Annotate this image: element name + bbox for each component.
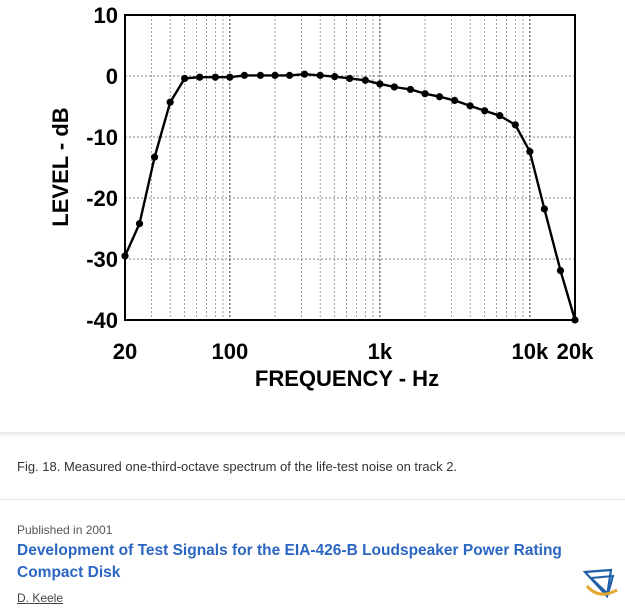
x-tick-label: 100: [211, 339, 248, 364]
data-point: [135, 220, 144, 228]
y-tick-label: -30: [86, 247, 118, 272]
x-tick-label: 10k: [511, 339, 548, 364]
data-point: [121, 252, 129, 260]
data-point: [511, 121, 519, 129]
data-point: [406, 85, 415, 94]
x-axis-label: FREQUENCY - Hz: [255, 366, 439, 391]
x-tick-labels: 20 100 1k 10k 20k: [113, 339, 594, 364]
data-point: [450, 96, 459, 104]
data-point: [481, 107, 489, 115]
data-point: [226, 73, 234, 81]
data-point: [556, 266, 565, 275]
data-point: [466, 102, 474, 110]
data-point: [166, 98, 174, 106]
x-tick-label: 20k: [557, 339, 594, 364]
plot-frame: [124, 14, 576, 321]
data-point: [150, 153, 159, 161]
x-tick-label: 20: [113, 339, 137, 364]
data-point: [435, 93, 444, 101]
data-point: [181, 74, 189, 83]
y-axis-label: LEVEL - dB: [48, 107, 73, 226]
y-tick-label: 0: [106, 64, 118, 89]
section-divider: [0, 432, 625, 438]
data-point: [346, 74, 354, 83]
data-points: [121, 70, 579, 324]
figure-caption: Fig. 18. Measured one-third-octave spect…: [17, 459, 458, 474]
data-point: [421, 90, 429, 98]
spectrum-chart: 10 0 -10 -20 -30 -40 20 100 1k 10k 20k LEVEL - dB…: [48, 3, 594, 391]
data-point: [571, 316, 579, 324]
data-point: [540, 205, 548, 213]
data-point: [331, 73, 339, 81]
data-point: [526, 148, 534, 156]
y-tick-label: -40: [86, 308, 118, 333]
y-tick-label: -10: [86, 125, 118, 150]
data-point: [496, 112, 504, 120]
publisher-logo-icon: [582, 568, 618, 599]
published-date: Published in 2001: [17, 523, 113, 537]
y-tick-labels: 10 0 -10 -20 -30 -40: [86, 3, 118, 333]
data-point: [196, 73, 204, 81]
data-point: [285, 71, 294, 79]
author-link[interactable]: D. Keele: [17, 591, 64, 605]
data-point: [316, 71, 324, 79]
data-point: [240, 71, 248, 79]
caption-divider: [0, 499, 625, 500]
data-point: [361, 76, 369, 84]
y-tick-label: -20: [86, 186, 118, 211]
data-point: [256, 71, 265, 79]
data-point: [271, 71, 279, 79]
article-title-link[interactable]: Development of Test Signals for the EIA-…: [17, 542, 562, 581]
data-point: [211, 73, 219, 81]
y-tick-label: 10: [94, 3, 118, 28]
chart-svg: 100-10-20-30-40 20 100 1k 10k 20k LEVEL - dB…: [48, 3, 594, 391]
data-point: [376, 80, 384, 88]
plot-background: [125, 15, 575, 320]
data-point: [300, 70, 309, 78]
data-point: [390, 83, 398, 91]
x-tick-label: 1k: [368, 339, 393, 364]
